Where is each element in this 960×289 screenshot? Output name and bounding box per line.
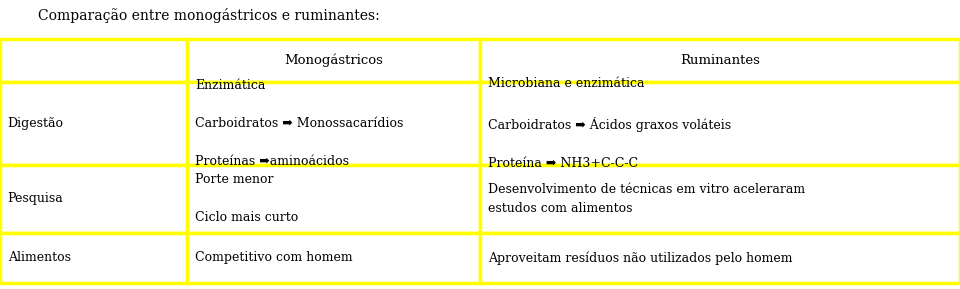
Bar: [187, 165, 480, 233]
Bar: [0, 82, 187, 165]
Text: Pesquisa: Pesquisa: [8, 192, 63, 205]
Text: Microbiana e enzimática

Carboidratos ➡ Ácidos graxos voláteis

Proteína ➡ NH3+C: Microbiana e enzimática Carboidratos ➡ Á…: [488, 77, 731, 170]
Text: Porte menor

Ciclo mais curto: Porte menor Ciclo mais curto: [195, 173, 299, 224]
Bar: [0, 39, 187, 82]
Text: Digestão: Digestão: [8, 117, 63, 130]
Text: Competitivo com homem: Competitivo com homem: [195, 251, 352, 264]
Bar: [0, 165, 187, 233]
Bar: [480, 165, 960, 233]
Text: Aproveitam resíduos não utilizados pelo homem: Aproveitam resíduos não utilizados pelo …: [488, 251, 792, 265]
Bar: [187, 39, 480, 82]
Bar: [187, 233, 480, 283]
Text: Comparação entre monogástricos e ruminantes:: Comparação entre monogástricos e ruminan…: [38, 8, 380, 23]
Bar: [187, 82, 480, 165]
Bar: [480, 82, 960, 165]
Text: Ruminantes: Ruminantes: [680, 54, 760, 67]
Bar: [480, 39, 960, 82]
Text: Enzimática

Carboidratos ➡ Monossacarídios

Proteínas ➡aminoácidos: Enzimática Carboidratos ➡ Monossacarídio…: [195, 79, 403, 168]
Text: Alimentos: Alimentos: [8, 251, 71, 264]
Text: Desenvolvimento de técnicas em vitro aceleraram
estudos com alimentos: Desenvolvimento de técnicas em vitro ace…: [488, 183, 804, 215]
Text: Monogástricos: Monogástricos: [284, 54, 383, 67]
Bar: [0, 233, 187, 283]
Bar: [480, 233, 960, 283]
